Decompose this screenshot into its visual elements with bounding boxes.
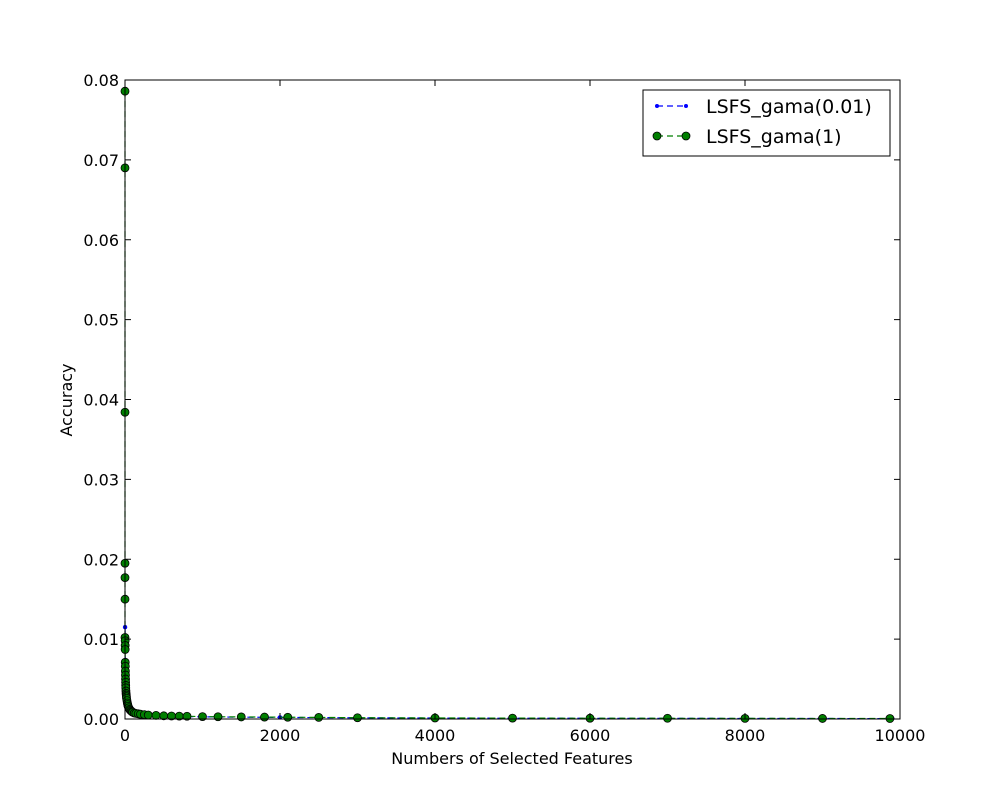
y-tick-label: 0.05 [83, 311, 119, 330]
y-tick-label: 0.00 [83, 710, 119, 729]
y-tick-label: 0.04 [83, 391, 119, 410]
x-tick-label: 10000 [875, 726, 926, 745]
y-tick-label: 0.03 [83, 470, 119, 489]
series-2-point [236, 712, 246, 722]
legend-marker-1 [684, 104, 688, 108]
x-tick-label: 2000 [260, 726, 301, 745]
series-2-point [151, 711, 161, 720]
x-axis-label: Numbers of Selected Features [391, 749, 632, 768]
x-tick-label: 0 [120, 726, 130, 745]
series-2-point [508, 713, 517, 723]
y-tick-label: 0.02 [83, 550, 119, 569]
y-tick-label: 0.07 [83, 151, 119, 170]
y-axis-label: Accuracy [57, 363, 76, 436]
series-2-point [663, 713, 672, 723]
legend-label-1: LSFS_gama(0.01) [706, 96, 872, 118]
legend-entries: LSFS_gama(0.01) LSFS_gama(1) [652, 96, 872, 148]
series-2-point [353, 713, 362, 723]
series-2-point [314, 713, 324, 722]
y-tick-label: 0.01 [83, 630, 119, 649]
legend-label-2: LSFS_gama(1) [706, 126, 842, 148]
legend-marker-1 [655, 104, 659, 108]
legend: LSFS_gama(0.01) LSFS_gama(1) [642, 89, 891, 157]
series-2-point [260, 712, 269, 722]
y-tick-label: 0.06 [83, 231, 119, 250]
x-tick-label: 6000 [570, 726, 611, 745]
y-tick-label: 0.08 [83, 71, 119, 90]
tick-layer: 0 2000 4000 6000 8000 10000 0.00 0.01 0.02 0.03 0.… [83, 71, 925, 745]
plot-background [125, 80, 900, 719]
legend-marker-2 [652, 131, 662, 141]
legend-box [642, 89, 891, 157]
plot-area [120, 79, 901, 723]
x-tick-label: 4000 [415, 726, 456, 745]
series-2-point [818, 714, 827, 723]
series-2-point [182, 711, 192, 721]
series-2-point [213, 712, 223, 722]
x-tick-label: 8000 [725, 726, 766, 745]
legend-marker-2 [681, 131, 691, 141]
series-2-point [143, 710, 153, 720]
series-2-point [283, 712, 293, 722]
